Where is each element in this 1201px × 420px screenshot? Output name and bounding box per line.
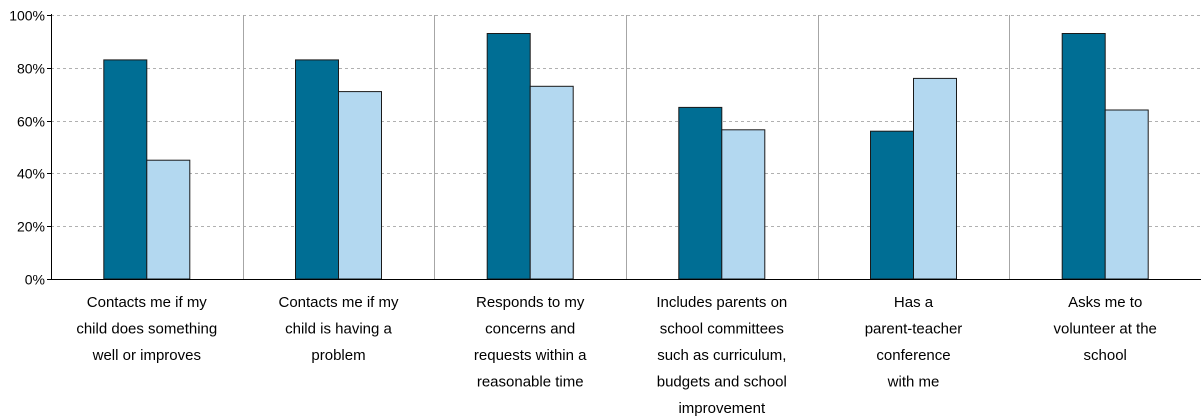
- category-label-line: budgets and school: [657, 374, 787, 391]
- category-label-line: such as curriculum,: [657, 347, 786, 364]
- category-label-4: Includes parents on school committees such…: [656, 294, 787, 417]
- category-label-5: Has a parent-teacher conference with me: [865, 294, 963, 391]
- category-label-line: concerns and: [485, 321, 575, 338]
- category-label-line: child does something: [76, 321, 217, 338]
- category-label-line: Contacts me if my: [87, 294, 208, 311]
- category-label-line: with me: [887, 374, 940, 391]
- bars: [103, 33, 1149, 280]
- category-label-line: Asks me to: [1068, 294, 1142, 311]
- category-label-line: reasonable time: [477, 374, 584, 391]
- bar-series2-category3: [529, 85, 574, 280]
- bar-series2-category2: [338, 91, 382, 280]
- y-tick-label: 100%: [9, 8, 45, 24]
- category-label-line: school committees: [660, 321, 784, 338]
- category-label-line: child is having a: [285, 321, 392, 338]
- category-label-line: improvement: [678, 400, 766, 417]
- bar-series1-category6: [1061, 33, 1106, 280]
- category-label-line: school: [1084, 347, 1127, 364]
- y-tick-labels: 0% 20% 40% 60% 80% 100%: [9, 8, 45, 288]
- category-label-line: problem: [311, 347, 365, 364]
- bar-series1-category2: [295, 59, 339, 280]
- bar-series2-category1: [146, 159, 191, 280]
- bar-series1-category5: [870, 130, 914, 280]
- category-labels: Contacts me if my child does something wel…: [76, 294, 1157, 417]
- category-label-line: well or improves: [92, 347, 201, 364]
- category-label-line: Responds to my: [476, 294, 585, 311]
- bar-series2-category6: [1104, 109, 1149, 280]
- category-label-line: Contacts me if my: [278, 294, 399, 311]
- y-tick-label: 20%: [17, 219, 45, 235]
- category-label-line: conference: [876, 347, 950, 364]
- category-label-line: requests within a: [474, 347, 587, 364]
- y-tick-label: 80%: [17, 61, 45, 77]
- category-label-line: Includes parents on: [656, 294, 787, 311]
- bar-series2-category4: [721, 129, 766, 280]
- y-tick-label: 40%: [17, 166, 45, 182]
- y-tick-label: 60%: [17, 114, 45, 130]
- axes: [47, 14, 1201, 280]
- category-label-line: parent-teacher: [865, 321, 963, 338]
- bar-series2-category5: [913, 77, 957, 280]
- category-label-3: Responds to my concerns and requests withi…: [474, 294, 587, 391]
- category-label-2: Contacts me if my child is having a proble…: [278, 294, 399, 364]
- category-label-1: Contacts me if my child does something wel…: [76, 294, 217, 364]
- category-separators: [243, 15, 1010, 279]
- y-tick-label: 0%: [25, 272, 45, 288]
- category-label-6: Asks me to volunteer at the school: [1053, 294, 1156, 364]
- category-label-line: volunteer at the: [1053, 321, 1156, 338]
- bar-series1-category1: [103, 59, 148, 280]
- category-label-line: Has a: [894, 294, 934, 311]
- bar-series1-category3: [486, 33, 531, 280]
- bar-series1-category4: [678, 106, 723, 280]
